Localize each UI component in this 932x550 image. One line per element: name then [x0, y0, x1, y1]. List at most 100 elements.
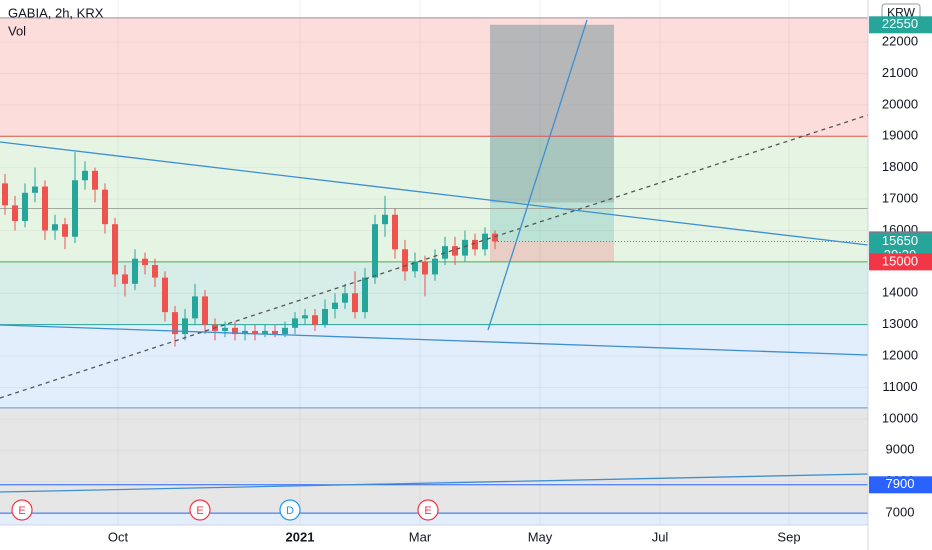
x-tick-label: May — [528, 529, 553, 544]
price-badge-label: 15000 — [882, 253, 918, 268]
candle-body — [462, 239, 468, 256]
x-tick-label: Oct — [108, 529, 129, 544]
candle-body — [62, 224, 68, 237]
event-label: E — [18, 505, 25, 517]
candle-body — [82, 170, 88, 181]
candle-body — [392, 214, 398, 250]
y-tick-label: 22000 — [882, 34, 918, 49]
candle-body — [332, 302, 338, 309]
y-tick-label: 18000 — [882, 159, 918, 174]
y-tick-label: 7000 — [886, 505, 915, 520]
price-badge-label: 22550 — [882, 16, 918, 31]
candle-body — [362, 277, 368, 313]
candle-body — [122, 274, 128, 284]
event-marker — [11, 499, 33, 521]
position-stop — [490, 241, 614, 262]
y-tick-label: 21000 — [882, 65, 918, 80]
y-tick-label: 14000 — [882, 285, 918, 300]
candle-body — [422, 261, 428, 275]
candle-body — [102, 189, 108, 225]
zone — [0, 17, 868, 137]
candle-body — [152, 265, 158, 278]
candle-body — [72, 180, 78, 237]
price-badge-label: 15650 — [882, 233, 918, 248]
x-tick-label: Jul — [652, 529, 669, 544]
candle-body — [482, 233, 488, 250]
candle-body — [432, 258, 438, 275]
candle-body — [232, 327, 238, 335]
candle-body — [412, 261, 418, 272]
candle-body — [162, 277, 168, 313]
candle-body — [402, 249, 408, 272]
candle-body — [22, 192, 28, 222]
event-marker — [189, 499, 211, 521]
trend-line — [0, 141, 869, 246]
price-badge — [869, 16, 932, 34]
candle-body — [382, 214, 388, 225]
y-tick-label: 17000 — [882, 191, 918, 206]
candle-body — [352, 293, 358, 313]
candle-body — [192, 296, 198, 319]
event-label: E — [424, 505, 431, 517]
price-badge — [869, 476, 932, 494]
candle-body — [452, 246, 458, 256]
x-tick-label: 2021 — [286, 529, 315, 544]
y-tick-label: 13000 — [882, 316, 918, 331]
candle-body — [142, 258, 148, 266]
candle-body — [442, 246, 448, 259]
y-tick-label: 19000 — [882, 128, 918, 143]
price-badge — [869, 253, 932, 271]
zone — [0, 513, 868, 525]
y-tick-label: 10000 — [882, 410, 918, 425]
candle-body — [42, 186, 48, 231]
price-badge-label: 7900 — [886, 476, 915, 491]
candle-body — [202, 296, 208, 325]
trend-line — [0, 114, 869, 399]
zone — [0, 407, 868, 514]
candle-body — [472, 239, 478, 250]
position-target-overlay — [490, 24, 614, 203]
indicator-label: Vol — [8, 23, 26, 38]
x-tick-label: Sep — [777, 529, 800, 544]
candle-body — [52, 224, 58, 231]
event-marker — [417, 499, 439, 521]
zone — [0, 136, 868, 262]
candle-body — [112, 224, 118, 275]
y-tick-label: 11000 — [882, 379, 917, 394]
trend-line — [487, 19, 588, 331]
trend-line — [0, 324, 869, 356]
x-tick-label: Mar — [409, 529, 432, 544]
candle-body — [302, 315, 308, 319]
candle-body — [372, 224, 378, 278]
event-marker — [279, 499, 301, 521]
trend-line — [0, 473, 869, 493]
candle-body — [2, 183, 8, 206]
candle-body — [292, 318, 298, 328]
candle-body — [282, 327, 288, 335]
candle-body — [252, 330, 258, 335]
candle-body — [12, 205, 18, 222]
candle-body — [32, 186, 38, 193]
currency-label: KRW — [887, 6, 915, 20]
candle-body — [132, 258, 138, 284]
candle-body — [172, 312, 178, 335]
candle-body — [312, 315, 318, 325]
event-label: D — [286, 505, 294, 517]
candle-body — [242, 330, 248, 335]
chart-title: GABIA, 2h, KRX — [8, 5, 104, 20]
y-tick-label: 20000 — [882, 96, 918, 111]
candle-body — [262, 330, 268, 335]
event-label: E — [196, 505, 203, 517]
candle-body — [492, 233, 498, 242]
candle-body — [222, 327, 228, 331]
y-tick-label: 12000 — [882, 348, 918, 363]
position-target — [490, 24, 614, 242]
candle-body — [342, 293, 348, 303]
candle-body — [92, 170, 98, 190]
candle-body — [182, 318, 188, 335]
y-tick-label: 9000 — [886, 442, 915, 457]
candle-body — [322, 308, 328, 325]
